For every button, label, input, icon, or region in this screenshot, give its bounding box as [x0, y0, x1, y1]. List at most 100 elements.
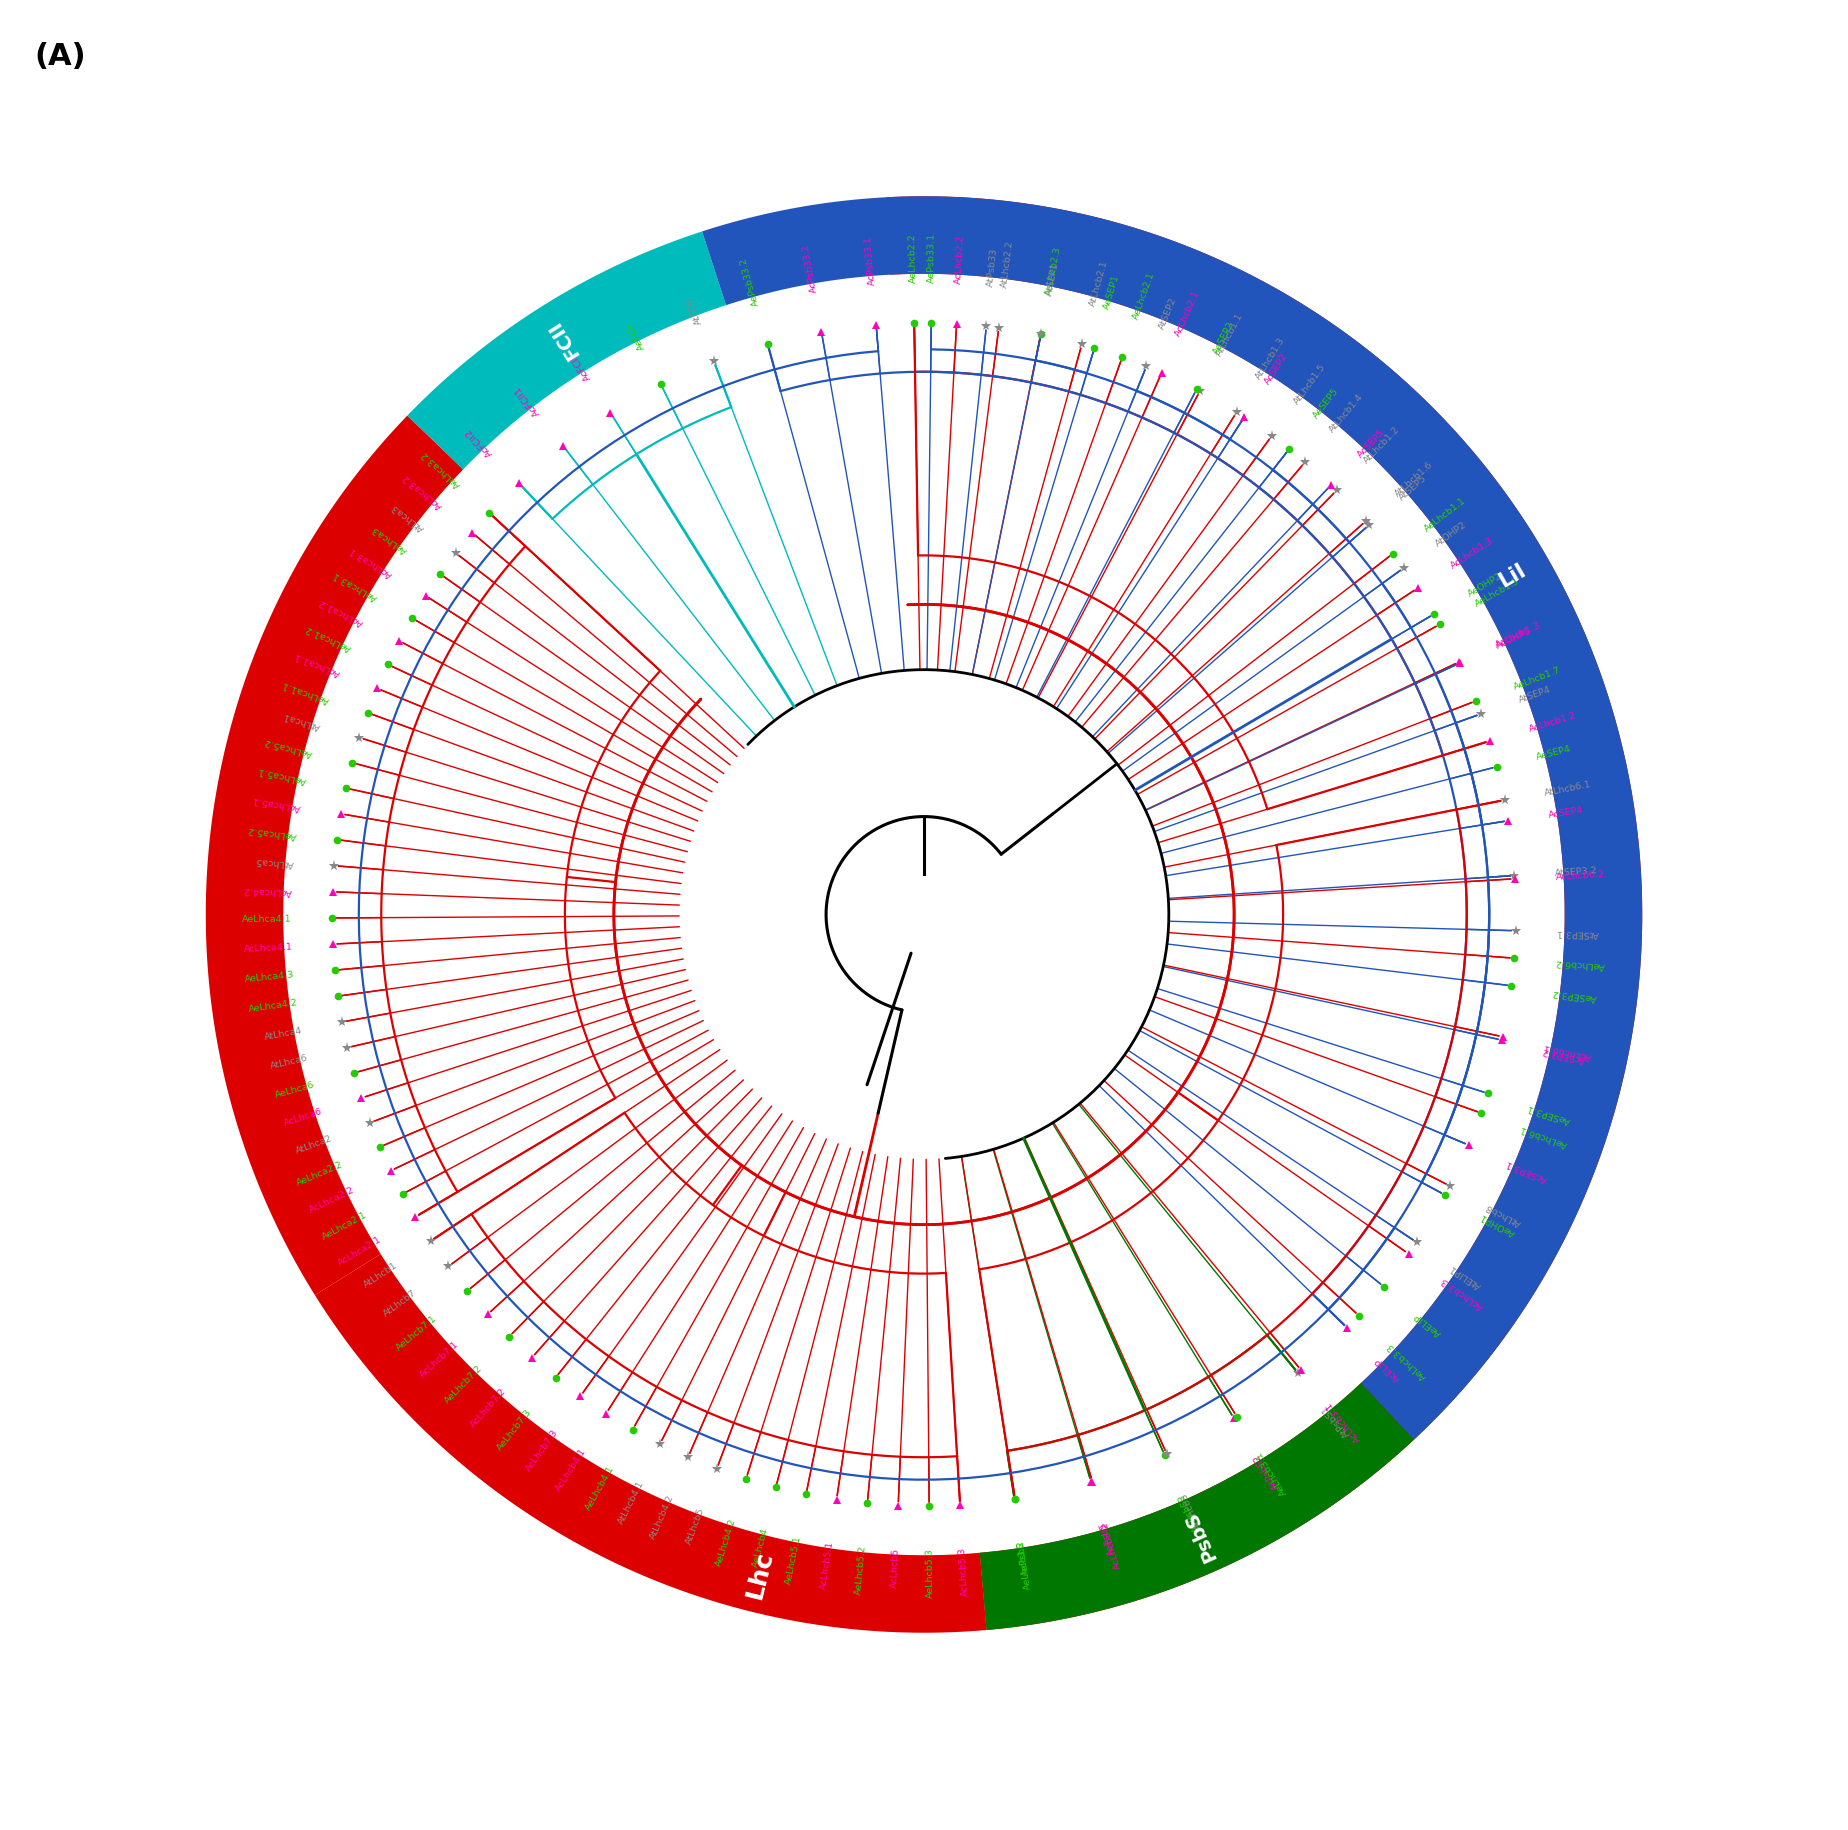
Text: AtPsbS1: AtPsbS1	[1319, 1402, 1351, 1438]
Text: AtSEP5: AtSEP5	[1397, 474, 1429, 501]
Text: AcLhca4.2: AcLhca4.2	[242, 884, 292, 895]
Text: AcSEP4: AcSEP4	[1549, 805, 1584, 820]
Text: AcLhcb7.3: AcLhcb7.3	[525, 1427, 560, 1473]
Text: AeLhcb1.1: AeLhcb1.1	[1423, 496, 1467, 533]
Text: AcLhca3.2: AcLhca3.2	[401, 472, 444, 511]
Text: AcSEP5: AcSEP5	[1356, 428, 1386, 459]
Text: AcLhcb5.1: AcLhcb5.1	[819, 1539, 835, 1590]
Text: AeLhca2.2: AeLhca2.2	[296, 1158, 344, 1188]
Text: AeSEP3.1: AeSEP3.1	[1526, 1102, 1571, 1124]
Polygon shape	[702, 198, 1643, 1440]
Text: PsbS: PsbS	[1181, 1508, 1220, 1563]
Text: AePsb33.1: AePsb33.1	[928, 232, 937, 284]
Text: AeOHP2: AeOHP2	[1467, 571, 1504, 598]
Text: AcOHP1: AcOHP1	[1495, 626, 1532, 650]
Text: AtLhca4: AtLhca4	[262, 1025, 303, 1041]
Text: AcPsbS2: AcPsbS2	[1251, 1451, 1281, 1490]
Text: AeLhca4.3: AeLhca4.3	[244, 970, 294, 985]
Text: AcLhcb3.3: AcLhcb3.3	[1440, 1274, 1486, 1310]
Text: AtSEP2: AtSEP2	[1157, 296, 1179, 331]
Text: AeLhcb1.7: AeLhcb1.7	[1512, 664, 1562, 692]
Text: AtLhcb6.1: AtLhcb6.1	[1543, 780, 1593, 798]
Text: AePsbS: AePsbS	[1016, 1539, 1031, 1576]
Text: AcELIP: AcELIP	[1373, 1354, 1403, 1382]
Text: AtOHP2: AtOHP2	[1434, 520, 1469, 549]
Text: AeSEP3.2: AeSEP3.2	[1550, 986, 1597, 1001]
Text: AcLhcb2.1: AcLhcb2.1	[1173, 289, 1201, 339]
Text: AtLhcb1.3: AtLhcb1.3	[1255, 335, 1288, 381]
Text: AtELIP1: AtELIP1	[1449, 1261, 1482, 1288]
Text: AeLhcb6.1: AeLhcb6.1	[1519, 1124, 1569, 1147]
Text: AcLhca2.1: AcLhca2.1	[336, 1233, 383, 1266]
Text: AeLhcb3.2: AeLhcb3.2	[1016, 1539, 1033, 1590]
Text: AtLhcb1: AtLhcb1	[362, 1261, 399, 1288]
Text: AcLhcb6.2: AcLhcb6.2	[1556, 869, 1604, 882]
Text: AcPsb33.2: AcPsb33.2	[802, 243, 819, 293]
Text: AeSEP5: AeSEP5	[1310, 386, 1340, 421]
Text: AtSEP4: AtSEP4	[1517, 684, 1552, 705]
Text: AcLhca3.1: AcLhca3.1	[347, 544, 394, 578]
Text: AeLhcb7.2: AeLhcb7.2	[442, 1363, 484, 1404]
Text: AeLhcb6.2: AeLhcb6.2	[1554, 957, 1604, 970]
Text: AtLhca1: AtLhca1	[283, 710, 322, 730]
Text: AeLhca3: AeLhca3	[371, 523, 408, 554]
Text: AeLhcb4.2: AeLhcb4.2	[715, 1517, 737, 1566]
Text: AeSEP2: AeSEP2	[1212, 320, 1236, 357]
Text: AcLhcb1.3: AcLhcb1.3	[1495, 620, 1543, 650]
Text: AcLhca1.2: AcLhca1.2	[318, 597, 366, 626]
Text: FCII: FCII	[545, 317, 584, 362]
Text: AtLhcb4.2: AtLhcb4.2	[649, 1493, 676, 1541]
Text: AtPsb33: AtPsb33	[987, 247, 1000, 287]
Text: AcLhcb3.2: AcLhcb3.2	[1100, 1519, 1122, 1570]
Text: AtLhca2: AtLhca2	[294, 1133, 333, 1155]
Text: AtLhcb1.5: AtLhcb1.5	[1292, 362, 1327, 406]
Text: AtSEP1: AtSEP1	[1044, 262, 1061, 296]
Text: AtSEP3.2: AtSEP3.2	[1554, 866, 1599, 878]
Text: AeLhcb5.3: AeLhcb5.3	[926, 1546, 935, 1598]
Text: AeLhca3.2: AeLhca3.2	[419, 448, 462, 489]
Text: AcLhca6: AcLhca6	[283, 1107, 323, 1127]
Text: AtFCII: AtFCII	[686, 296, 704, 326]
Text: AcLhcb7.2: AcLhcb7.2	[469, 1385, 508, 1427]
Text: AePsbS2: AePsbS2	[1177, 1491, 1201, 1532]
Text: AeELIP: AeELIP	[1414, 1308, 1443, 1336]
Text: AcSEP2: AcSEP2	[1262, 351, 1290, 386]
Text: AeLhcb2.1: AeLhcb2.1	[1131, 271, 1157, 320]
Text: AeLhca2.1: AeLhca2.1	[322, 1210, 368, 1241]
Text: Lhc: Lhc	[743, 1548, 778, 1601]
Text: AtLhcb3: AtLhcb3	[1179, 1490, 1203, 1528]
Polygon shape	[979, 1383, 1414, 1631]
Text: AeLhca6: AeLhca6	[274, 1080, 316, 1100]
Polygon shape	[979, 728, 1643, 1631]
Text: (A): (A)	[35, 42, 87, 71]
Text: AeLhcb5.2: AeLhcb5.2	[854, 1545, 869, 1594]
Polygon shape	[407, 232, 726, 470]
Text: AeLhcb1.5: AeLhcb1.5	[1473, 576, 1521, 609]
Text: AeLhca5.2: AeLhca5.2	[264, 736, 314, 758]
Text: AcLhcb1.3: AcLhcb1.3	[1449, 536, 1495, 571]
Text: AePsb33.2: AePsb33.2	[739, 256, 761, 306]
Text: AtLhcb1.1: AtLhcb1.1	[1214, 311, 1246, 359]
Text: AeLhca4.2: AeLhca4.2	[248, 997, 298, 1014]
Text: AtLhcb4.1: AtLhcb4.1	[617, 1479, 645, 1526]
Text: AcPsb33.1: AcPsb33.1	[865, 236, 878, 285]
Polygon shape	[314, 1254, 987, 1632]
Text: AcLhcb6.1: AcLhcb6.1	[1541, 1041, 1591, 1060]
Text: AeLhcb4: AeLhcb4	[750, 1526, 771, 1568]
Polygon shape	[205, 417, 464, 1296]
Text: AeLhca4.1: AeLhca4.1	[242, 915, 292, 924]
Text: AcFCII1: AcFCII1	[514, 384, 541, 417]
Text: AtLhca6: AtLhca6	[270, 1052, 309, 1071]
Text: AcFCII: AcFCII	[569, 351, 593, 381]
Text: AeLhca1.1: AeLhca1.1	[281, 679, 331, 705]
Text: AtLhcb5: AtLhcb5	[686, 1506, 706, 1545]
Text: AtLhcb7: AtLhcb7	[383, 1288, 418, 1318]
Text: AtLhcb1.4: AtLhcb1.4	[1329, 392, 1366, 434]
Text: AeSEP4: AeSEP4	[1536, 743, 1573, 761]
Text: AeLhcb7.3: AeLhcb7.3	[495, 1407, 534, 1451]
Text: AcLhcb2.2: AcLhcb2.2	[954, 234, 967, 284]
Text: AeLhca5.1: AeLhca5.1	[257, 765, 307, 785]
Text: AtLhca5: AtLhca5	[255, 855, 294, 867]
Text: AeLhca1.2: AeLhca1.2	[303, 622, 353, 651]
Text: AeLhcb3.1: AeLhcb3.1	[1255, 1449, 1288, 1497]
